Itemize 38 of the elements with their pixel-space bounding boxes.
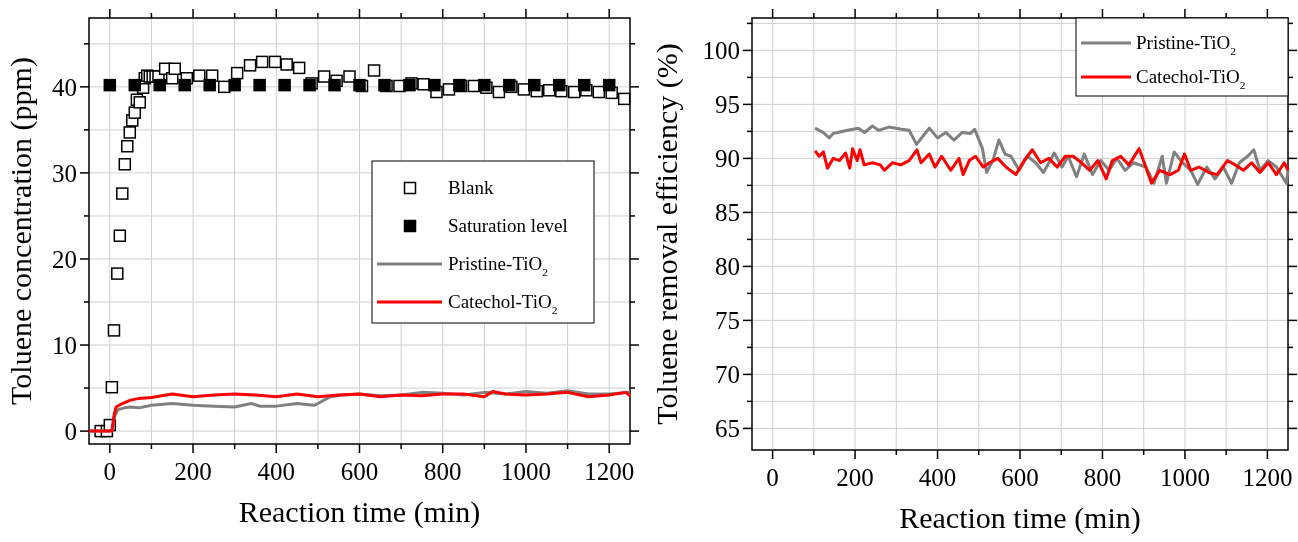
x-tick-label: 800 xyxy=(1083,464,1122,491)
y-tick-label: 95 xyxy=(715,91,740,119)
x-tick-label: 400 xyxy=(257,458,296,485)
legend-label: Blank xyxy=(448,177,494,198)
y-tick-label: 10 xyxy=(52,332,77,360)
y-tick-label: 20 xyxy=(52,245,77,273)
x-tick-label: 1200 xyxy=(584,458,635,485)
x-axis-title: Reaction time (min) xyxy=(238,495,481,529)
y-axis-title: Toluene removal efficiency (%) xyxy=(650,43,684,425)
x-tick-label: 1200 xyxy=(1242,464,1293,491)
y-tick-label: 80 xyxy=(715,253,740,281)
x-tick-label: 600 xyxy=(340,458,379,485)
y-tick-label: 90 xyxy=(715,145,740,173)
y-tick-label: 100 xyxy=(702,37,740,65)
y-tick-label: 0 xyxy=(64,418,77,446)
x-tick-label: 600 xyxy=(1001,464,1039,491)
x-tick-label: 1000 xyxy=(500,458,551,485)
x-tick-label: 0 xyxy=(766,464,779,491)
y-tick-label: 65 xyxy=(715,415,740,443)
x-tick-label: 1000 xyxy=(1159,464,1210,491)
legend-label: Catechol-TiO$_{2}$ xyxy=(1136,66,1246,91)
legend-label: Pristine-TiO$_{2}$ xyxy=(1136,32,1237,57)
x-tick-label: 400 xyxy=(918,464,957,491)
line-series xyxy=(813,147,1290,185)
x-tick-label: 0 xyxy=(103,458,117,485)
x-tick-label: 200 xyxy=(174,458,212,485)
y-tick-label: 85 xyxy=(715,199,740,227)
x-axis-title: Reaction time (min) xyxy=(899,501,1141,535)
legend-label: Saturation level xyxy=(448,215,568,236)
y-tick-label: 70 xyxy=(715,361,740,389)
x-tick-label: 200 xyxy=(836,464,874,491)
y-axis-title: Toluene concentration (ppm) xyxy=(4,57,38,405)
y-tick-label: 30 xyxy=(52,159,77,187)
y-tick-label: 75 xyxy=(715,307,740,335)
x-tick-label: 800 xyxy=(423,458,462,485)
legend-label: Catechol-TiO$_{2}$ xyxy=(448,291,558,316)
legend-label: Pristine-TiO$_{2}$ xyxy=(448,253,549,278)
y-tick-label: 40 xyxy=(52,73,77,101)
